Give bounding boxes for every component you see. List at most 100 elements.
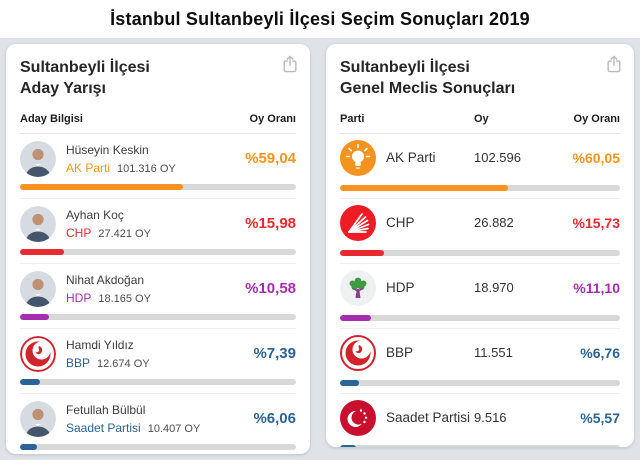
- vote-share-bar-fill: [20, 248, 65, 255]
- party-votes: 18.970: [474, 280, 514, 296]
- party-name: HDP: [386, 280, 415, 296]
- party-row-main: AK Parti 102.596 %60,05: [340, 139, 620, 176]
- candidate-party: BBP: [66, 355, 91, 370]
- share-button[interactable]: [602, 52, 626, 76]
- vote-share-bar-fill: [20, 443, 37, 450]
- council-results-card: Sultanbeyli İlçesi Genel Meclis Sonuçlar…: [326, 44, 634, 447]
- column-spacer: [83, 113, 250, 125]
- candidate-row-main: Hamdi Yıldız BBP 12.674 OY %7,39: [20, 335, 296, 372]
- candidate-row-main: Ayhan Koç CHP 27.421 OY %15,98: [20, 205, 296, 242]
- candidate-name: Hüseyin Keskin: [66, 142, 149, 157]
- candidate-list: Hüseyin Keskin AK Parti 101.316 OY %59,04 Ay…: [20, 134, 296, 454]
- council-card-title-line2: Genel Meclis Sonuçları: [340, 79, 516, 97]
- candidate-info: Hamdi Yıldız BBP 12.674 OY: [66, 338, 247, 370]
- candidate-votes: 12.674 OY: [97, 357, 150, 370]
- candidate-row: Hamdi Yıldız BBP 12.674 OY %7,39: [20, 329, 296, 394]
- party-votes: 26.882: [474, 215, 514, 231]
- party-percent: %6,76: [580, 344, 620, 361]
- party-row: CHP 26.882 %15,73: [340, 199, 620, 264]
- page-title: İstanbul Sultanbeyli İlçesi Seçim Sonuçl…: [110, 8, 530, 29]
- candidate-results-card: Sultanbeyli İlçesi Aday Yarışı Aday Bilg…: [6, 44, 310, 454]
- party-row: BBP 11.551 %6,76: [340, 329, 620, 394]
- candidate-info: Hüseyin Keskin AK Parti 101.316 OY: [66, 143, 239, 175]
- party-row: HDP 18.970 %11,10: [340, 264, 620, 329]
- council-card-title: Sultanbeyli İlçesi Genel Meclis Sonuçlar…: [340, 58, 620, 100]
- chp-logo: [340, 204, 376, 241]
- candidate-party: HDP: [66, 290, 92, 305]
- bbp-logo: [340, 334, 376, 371]
- column-header-candidate: Aday Bilgisi: [20, 112, 83, 125]
- column-header-party: Parti: [340, 112, 365, 125]
- party-row-main: HDP 18.970 %11,10: [340, 269, 620, 306]
- candidate-votes: 10.407 OY: [147, 422, 201, 435]
- party-percent: %60,05: [572, 149, 620, 166]
- share-button[interactable]: [278, 52, 302, 76]
- party-votes: 9.516: [474, 410, 507, 426]
- vote-share-bar: [340, 314, 620, 321]
- party-votes: 11.551: [474, 345, 513, 361]
- candidate-party-line: CHP 27.421 OY: [66, 226, 239, 240]
- candidate-column-headers: Aday Bilgisi Oy Oranı: [20, 113, 296, 134]
- candidate-row: Hüseyin Keskin AK Parti 101.316 OY %59,04: [20, 134, 296, 199]
- candidate-photo: [20, 140, 56, 177]
- vote-share-bar: [340, 444, 620, 447]
- candidate-percent: %59,04: [245, 150, 296, 168]
- candidate-party-line: AK Parti 101.316 OY: [66, 161, 239, 175]
- vote-share-bar-fill: [20, 183, 183, 190]
- candidate-info: Fetullah Bülbül Saadet Partisi 10.407 OY: [66, 403, 247, 435]
- candidate-percent: %7,39: [253, 345, 296, 363]
- candidate-photo: [20, 270, 56, 307]
- column-header-votes: Oy: [474, 112, 489, 125]
- candidate-party: AK Parti: [66, 160, 111, 175]
- vote-share-bar-fill: [340, 184, 509, 191]
- content-area: Sultanbeyli İlçesi Aday Yarışı Aday Bilg…: [0, 38, 640, 460]
- candidate-percent: %15,98: [245, 215, 296, 233]
- party-percent: %11,10: [573, 279, 620, 296]
- vote-share-bar: [20, 183, 296, 190]
- party-row-main: CHP 26.882 %15,73: [340, 204, 620, 241]
- party-name: Saadet Partisi: [386, 410, 471, 426]
- candidate-name: Hamdi Yıldız: [66, 337, 134, 352]
- vote-share-bar-fill: [340, 314, 372, 321]
- share-icon: [280, 54, 300, 74]
- candidate-votes: 18.165 OY: [98, 292, 151, 305]
- party-percent: %5,57: [580, 409, 620, 426]
- council-card-title-line1: Sultanbeyli İlçesi: [340, 59, 470, 76]
- candidate-party-line: BBP 12.674 OY: [66, 356, 247, 370]
- candidate-votes: 101.316 OY: [117, 162, 176, 175]
- candidate-card-title: Sultanbeyli İlçesi Aday Yarışı: [20, 58, 296, 100]
- vote-share-bar: [340, 379, 620, 386]
- council-column-headers: Parti Oy Oy Oranı: [340, 113, 620, 134]
- candidate-photo: [20, 400, 56, 437]
- candidate-party-line: HDP 18.165 OY: [66, 291, 239, 305]
- vote-share-bar-fill: [340, 444, 356, 447]
- candidate-percent: %10,58: [245, 280, 296, 298]
- party-row: AK Parti 102.596 %60,05: [340, 134, 620, 199]
- vote-share-bar-fill: [340, 379, 359, 386]
- candidate-photo: [20, 205, 56, 242]
- candidate-info: Ayhan Koç CHP 27.421 OY: [66, 208, 239, 240]
- vote-share-bar: [20, 248, 296, 255]
- candidate-row-main: Hüseyin Keskin AK Parti 101.316 OY %59,04: [20, 140, 296, 177]
- candidate-row: Fetullah Bülbül Saadet Partisi 10.407 OY %6…: [20, 394, 296, 454]
- vote-share-bar: [20, 378, 296, 385]
- party-row: Saadet Partisi 9.516 %5,57: [340, 394, 620, 447]
- party-list: AK Parti 102.596 %60,05 CHP 26.882 %15,73 HDP 1…: [340, 134, 620, 447]
- share-icon: [604, 54, 624, 74]
- vote-share-bar: [340, 249, 620, 256]
- candidate-party: CHP: [66, 225, 92, 240]
- candidate-card-title-line1: Sultanbeyli İlçesi: [20, 59, 150, 76]
- candidate-votes: 27.421 OY: [98, 227, 151, 240]
- vote-share-bar-fill: [20, 313, 50, 320]
- candidate-name: Nihat Akdoğan: [66, 272, 145, 287]
- party-row-main: BBP 11.551 %6,76: [340, 334, 620, 371]
- saadet-logo: [340, 399, 376, 436]
- vote-share-bar-fill: [340, 249, 385, 256]
- candidate-card-title-line2: Aday Yarışı: [20, 79, 106, 97]
- party-votes: 102.596: [474, 150, 521, 166]
- vote-share-bar: [20, 313, 296, 320]
- vote-share-bar: [20, 443, 296, 450]
- vote-share-bar-fill: [20, 378, 41, 385]
- party-percent: %15,73: [572, 214, 620, 231]
- column-header-vote-share: Oy Oranı: [249, 112, 296, 125]
